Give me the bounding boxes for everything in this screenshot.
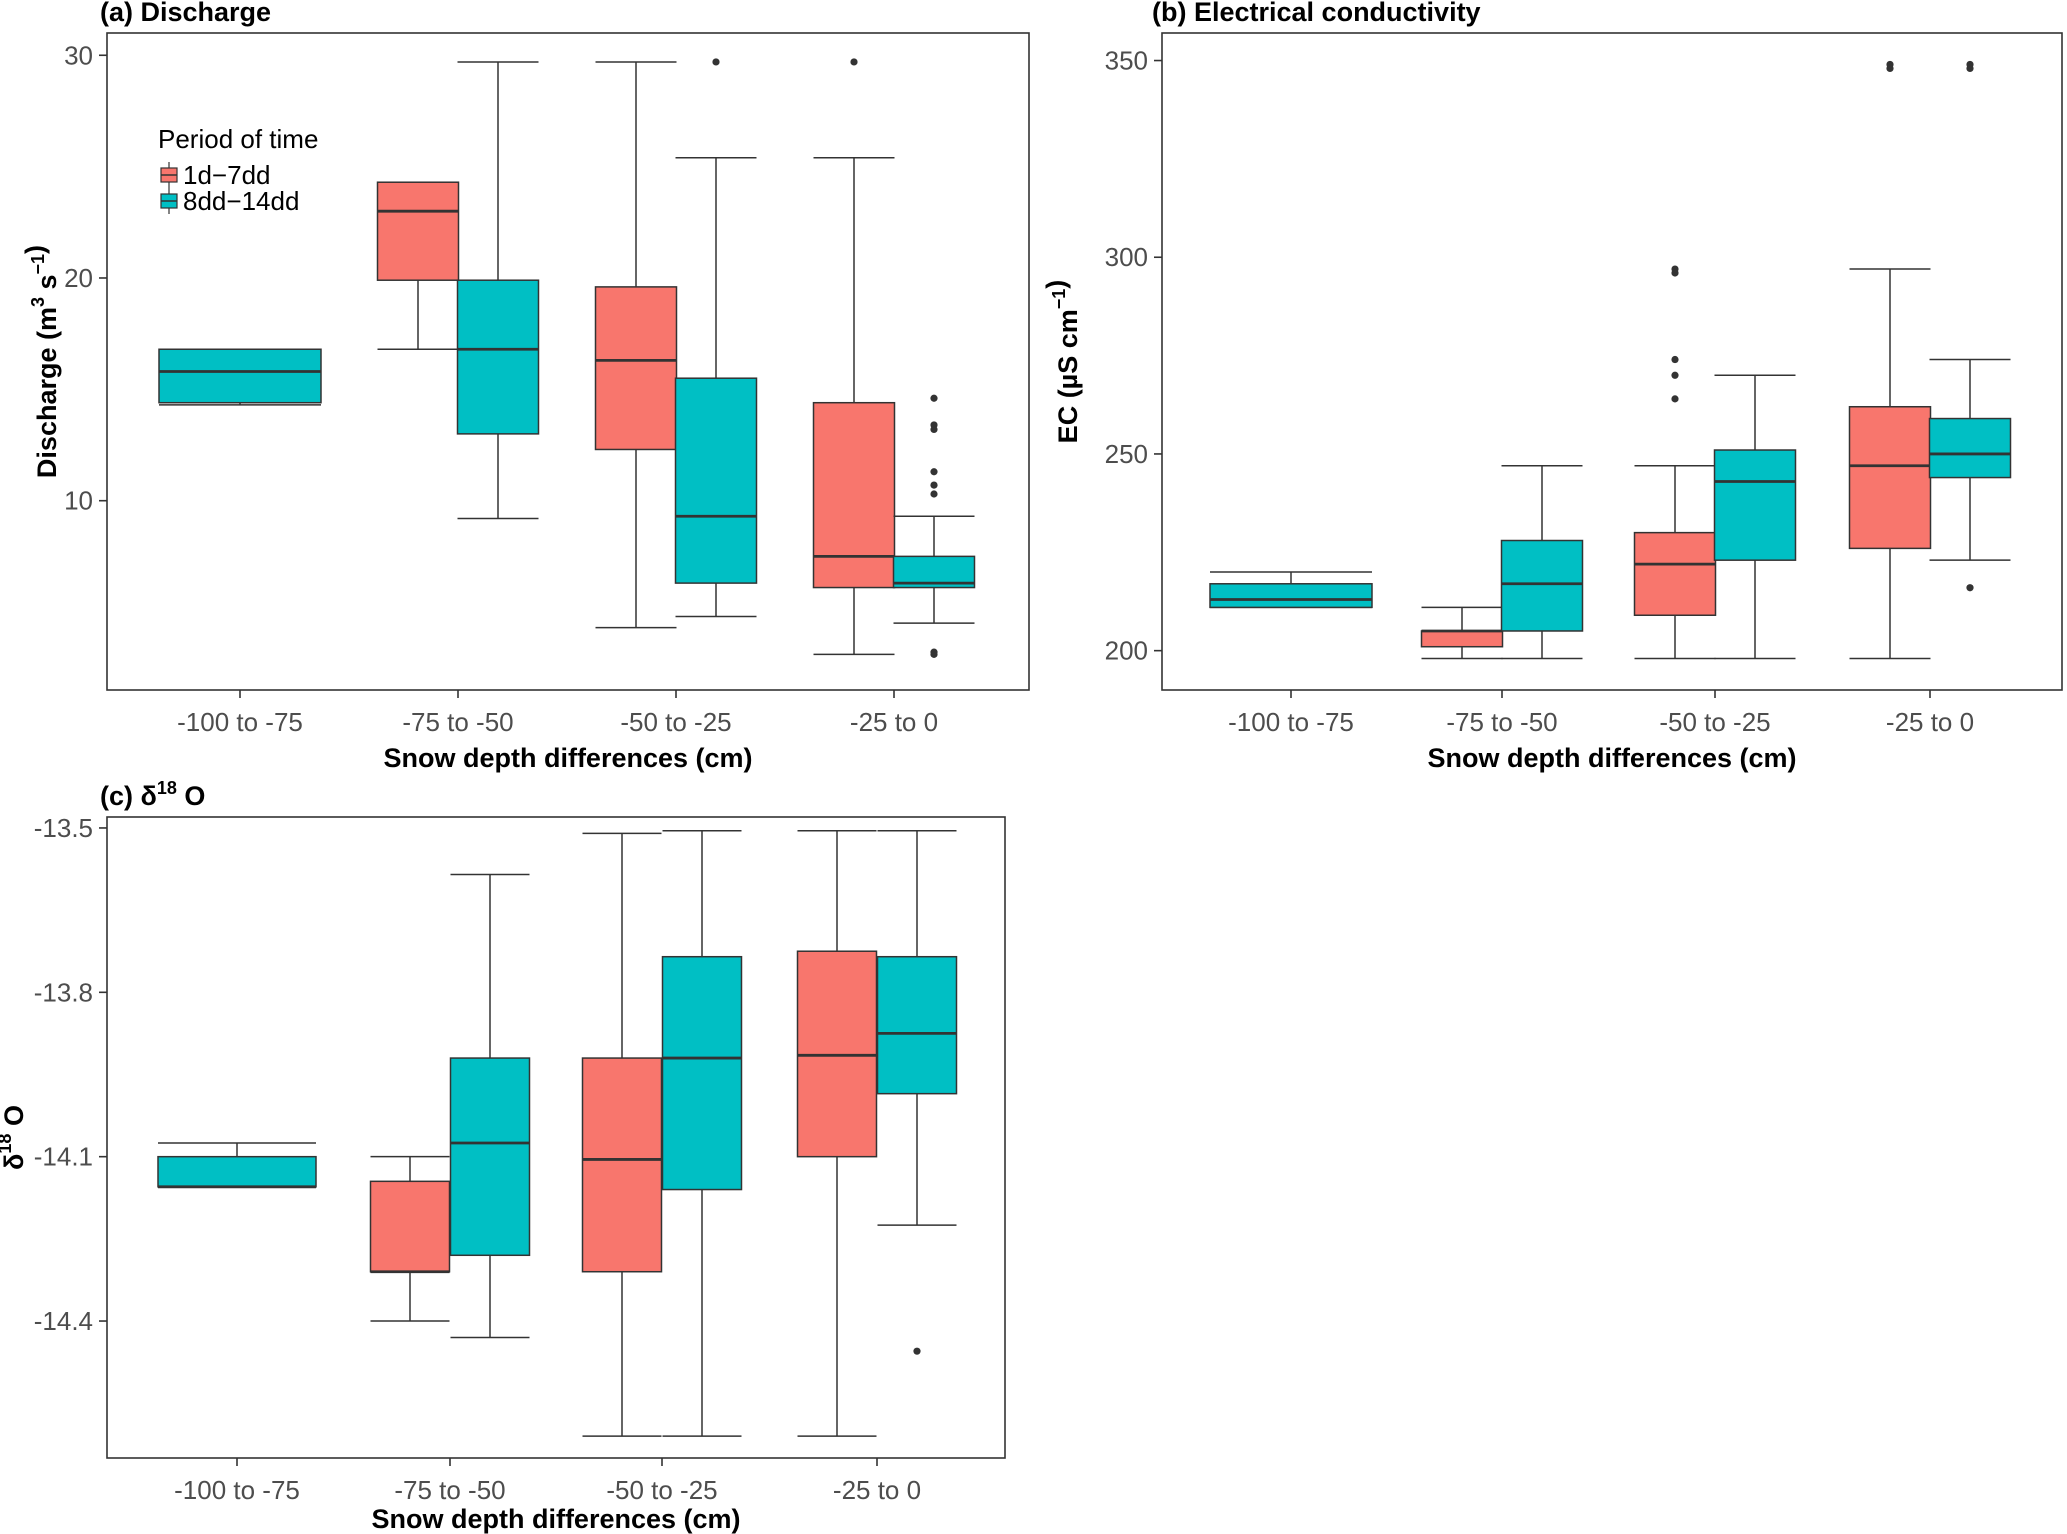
panel-a-box — [594, 61, 678, 629]
panel-c-xlabel: Snow depth differences (cm) — [371, 1504, 740, 1534]
box-iqr — [1713, 449, 1797, 561]
panel-b-xlabel: Snow depth differences (cm) — [1427, 743, 1796, 773]
box-iqr — [661, 955, 743, 1191]
legend-label: 1d−7dd — [183, 160, 270, 190]
panel-c-ylabel: δ18 O — [0, 1105, 29, 1170]
box-iqr — [812, 401, 896, 589]
panel-b-box — [1848, 60, 1932, 660]
panel-b-ytick-label: 300 — [1105, 242, 1148, 272]
box-iqr — [369, 1180, 451, 1273]
panel-b-box — [1420, 606, 1504, 660]
panel-a-box — [376, 181, 460, 351]
panel-b-frame — [1161, 32, 2063, 691]
box-iqr — [1209, 583, 1373, 609]
panel-c-ytick-label: -13.8 — [34, 977, 93, 1007]
panel-b-xtick-label: -75 to -50 — [1446, 707, 1557, 737]
panel-c-box — [581, 832, 663, 1437]
panel-a-ylabel: Discharge (m3 s−1) — [20, 245, 62, 478]
panel-a-box — [892, 394, 976, 658]
panel-b-xtick-label: -50 to -25 — [1659, 707, 1770, 737]
outlier-point — [930, 648, 938, 656]
panel-b-title: (b) Electrical conductivity — [1152, 0, 1481, 27]
panel-a-ytick-label: 20 — [64, 263, 93, 293]
box-iqr — [581, 1057, 663, 1273]
panel-a-title: (a) Discharge — [100, 0, 271, 27]
panel-c-title: (c) δ18 O — [100, 778, 205, 811]
panel-c-xtick-label: -100 to -75 — [174, 1475, 300, 1505]
outlier-point — [1966, 60, 1974, 69]
panel-c-box — [661, 829, 743, 1437]
panel-c-xtick-label: -25 to 0 — [833, 1475, 921, 1505]
legend-title: Period of time — [158, 124, 318, 154]
panel-c-box — [369, 1155, 451, 1322]
outlier-point — [930, 481, 938, 489]
panel-c-box — [876, 829, 958, 1355]
panel-c-frame — [106, 816, 1006, 1459]
outlier-point — [930, 490, 938, 498]
outlier-point — [930, 421, 938, 429]
outlier-point — [930, 468, 938, 476]
panel-a-xlabel: Snow depth differences (cm) — [383, 743, 752, 773]
panel-b-xtick-label: -100 to -75 — [1228, 707, 1354, 737]
legend-item: 8dd−14dd — [160, 186, 299, 216]
box-iqr — [674, 377, 758, 584]
panel-a-frame — [106, 32, 1030, 691]
panel-c-ytick-label: -14.1 — [34, 1142, 93, 1172]
panel-a-box — [674, 58, 758, 618]
box-iqr — [158, 348, 322, 404]
panel-c-box — [157, 1142, 317, 1189]
panel-c-ytick-label: -13.5 — [34, 813, 93, 843]
outlier-point — [913, 1347, 921, 1355]
panel-b-box — [1713, 374, 1797, 660]
box-iqr — [1500, 539, 1584, 632]
box-iqr — [456, 279, 540, 435]
panel-b-box — [1633, 265, 1717, 660]
box-iqr — [1633, 531, 1717, 617]
outlier-point — [1886, 60, 1894, 69]
panel-a-box — [456, 61, 540, 520]
box-iqr — [449, 1057, 531, 1257]
box-iqr — [876, 955, 958, 1095]
box-iqr — [1848, 405, 1932, 550]
outlier-point — [1671, 355, 1679, 364]
outlier-point — [1671, 371, 1679, 379]
box-iqr — [1928, 417, 2012, 479]
outlier-point — [850, 58, 858, 66]
panel-b-ytick-label: 350 — [1105, 46, 1148, 76]
panel-c-box — [449, 873, 531, 1339]
panel-b-ytick-label: 200 — [1105, 636, 1148, 666]
box-iqr — [157, 1155, 317, 1188]
legend-label: 8dd−14dd — [183, 186, 299, 216]
panel-b-box — [1209, 571, 1373, 609]
panel-b-ylabel: EC (µS cm−1) — [1041, 280, 1083, 444]
panel-b-box — [1928, 60, 2012, 592]
panel-a-ytick-label: 30 — [64, 40, 93, 70]
panel-a-box — [812, 58, 896, 656]
panel-a-xtick-label: -100 to -75 — [177, 707, 303, 737]
box-iqr — [376, 181, 460, 281]
box-iqr — [594, 286, 678, 451]
panel-c-xtick-label: -75 to -50 — [394, 1475, 505, 1505]
outlier-point — [1671, 395, 1679, 403]
outlier-point — [930, 394, 938, 402]
outlier-point — [712, 58, 720, 66]
panel-a-ytick-label: 10 — [64, 486, 93, 516]
panel-b-box — [1500, 465, 1584, 660]
legend-item: 1d−7dd — [160, 160, 270, 190]
panel-a-box — [158, 348, 322, 406]
panel-b-xtick-label: -25 to 0 — [1886, 707, 1974, 737]
panel-a-xtick-label: -25 to 0 — [850, 707, 938, 737]
panel-c-box — [796, 829, 878, 1437]
outlier-point — [1671, 265, 1679, 273]
box-iqr — [1420, 630, 1504, 648]
panel-a-xtick-label: -75 to -50 — [402, 707, 513, 737]
panel-a-xtick-label: -50 to -25 — [620, 707, 731, 737]
panel-b-ytick-label: 250 — [1105, 439, 1148, 469]
panel-c-ytick-label: -14.4 — [34, 1306, 93, 1336]
outlier-point — [1966, 584, 1974, 592]
panel-c-xtick-label: -50 to -25 — [606, 1475, 717, 1505]
